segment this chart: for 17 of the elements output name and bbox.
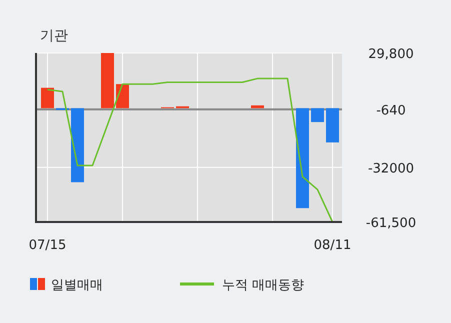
bar bbox=[251, 105, 264, 108]
bar bbox=[101, 53, 114, 108]
chart-title: 기관 bbox=[40, 28, 68, 44]
line-series bbox=[46, 78, 334, 223]
y-tick-label: 29,800 bbox=[368, 47, 414, 62]
legend-label: 누적 매매동향 bbox=[222, 278, 304, 293]
y-tick-label: -61,500 bbox=[366, 216, 416, 231]
bar bbox=[296, 108, 309, 208]
x-tick-label: 07/15 bbox=[28, 238, 66, 253]
y-tick-label: -32000 bbox=[368, 161, 414, 176]
bar bbox=[71, 108, 84, 182]
bar bbox=[326, 108, 339, 142]
legend-label: 일별매매 bbox=[51, 278, 103, 293]
x-tick-label: 08/11 bbox=[314, 238, 352, 253]
y-tick-label: -640 bbox=[376, 103, 406, 118]
bar bbox=[311, 108, 324, 122]
bar bbox=[41, 88, 54, 108]
